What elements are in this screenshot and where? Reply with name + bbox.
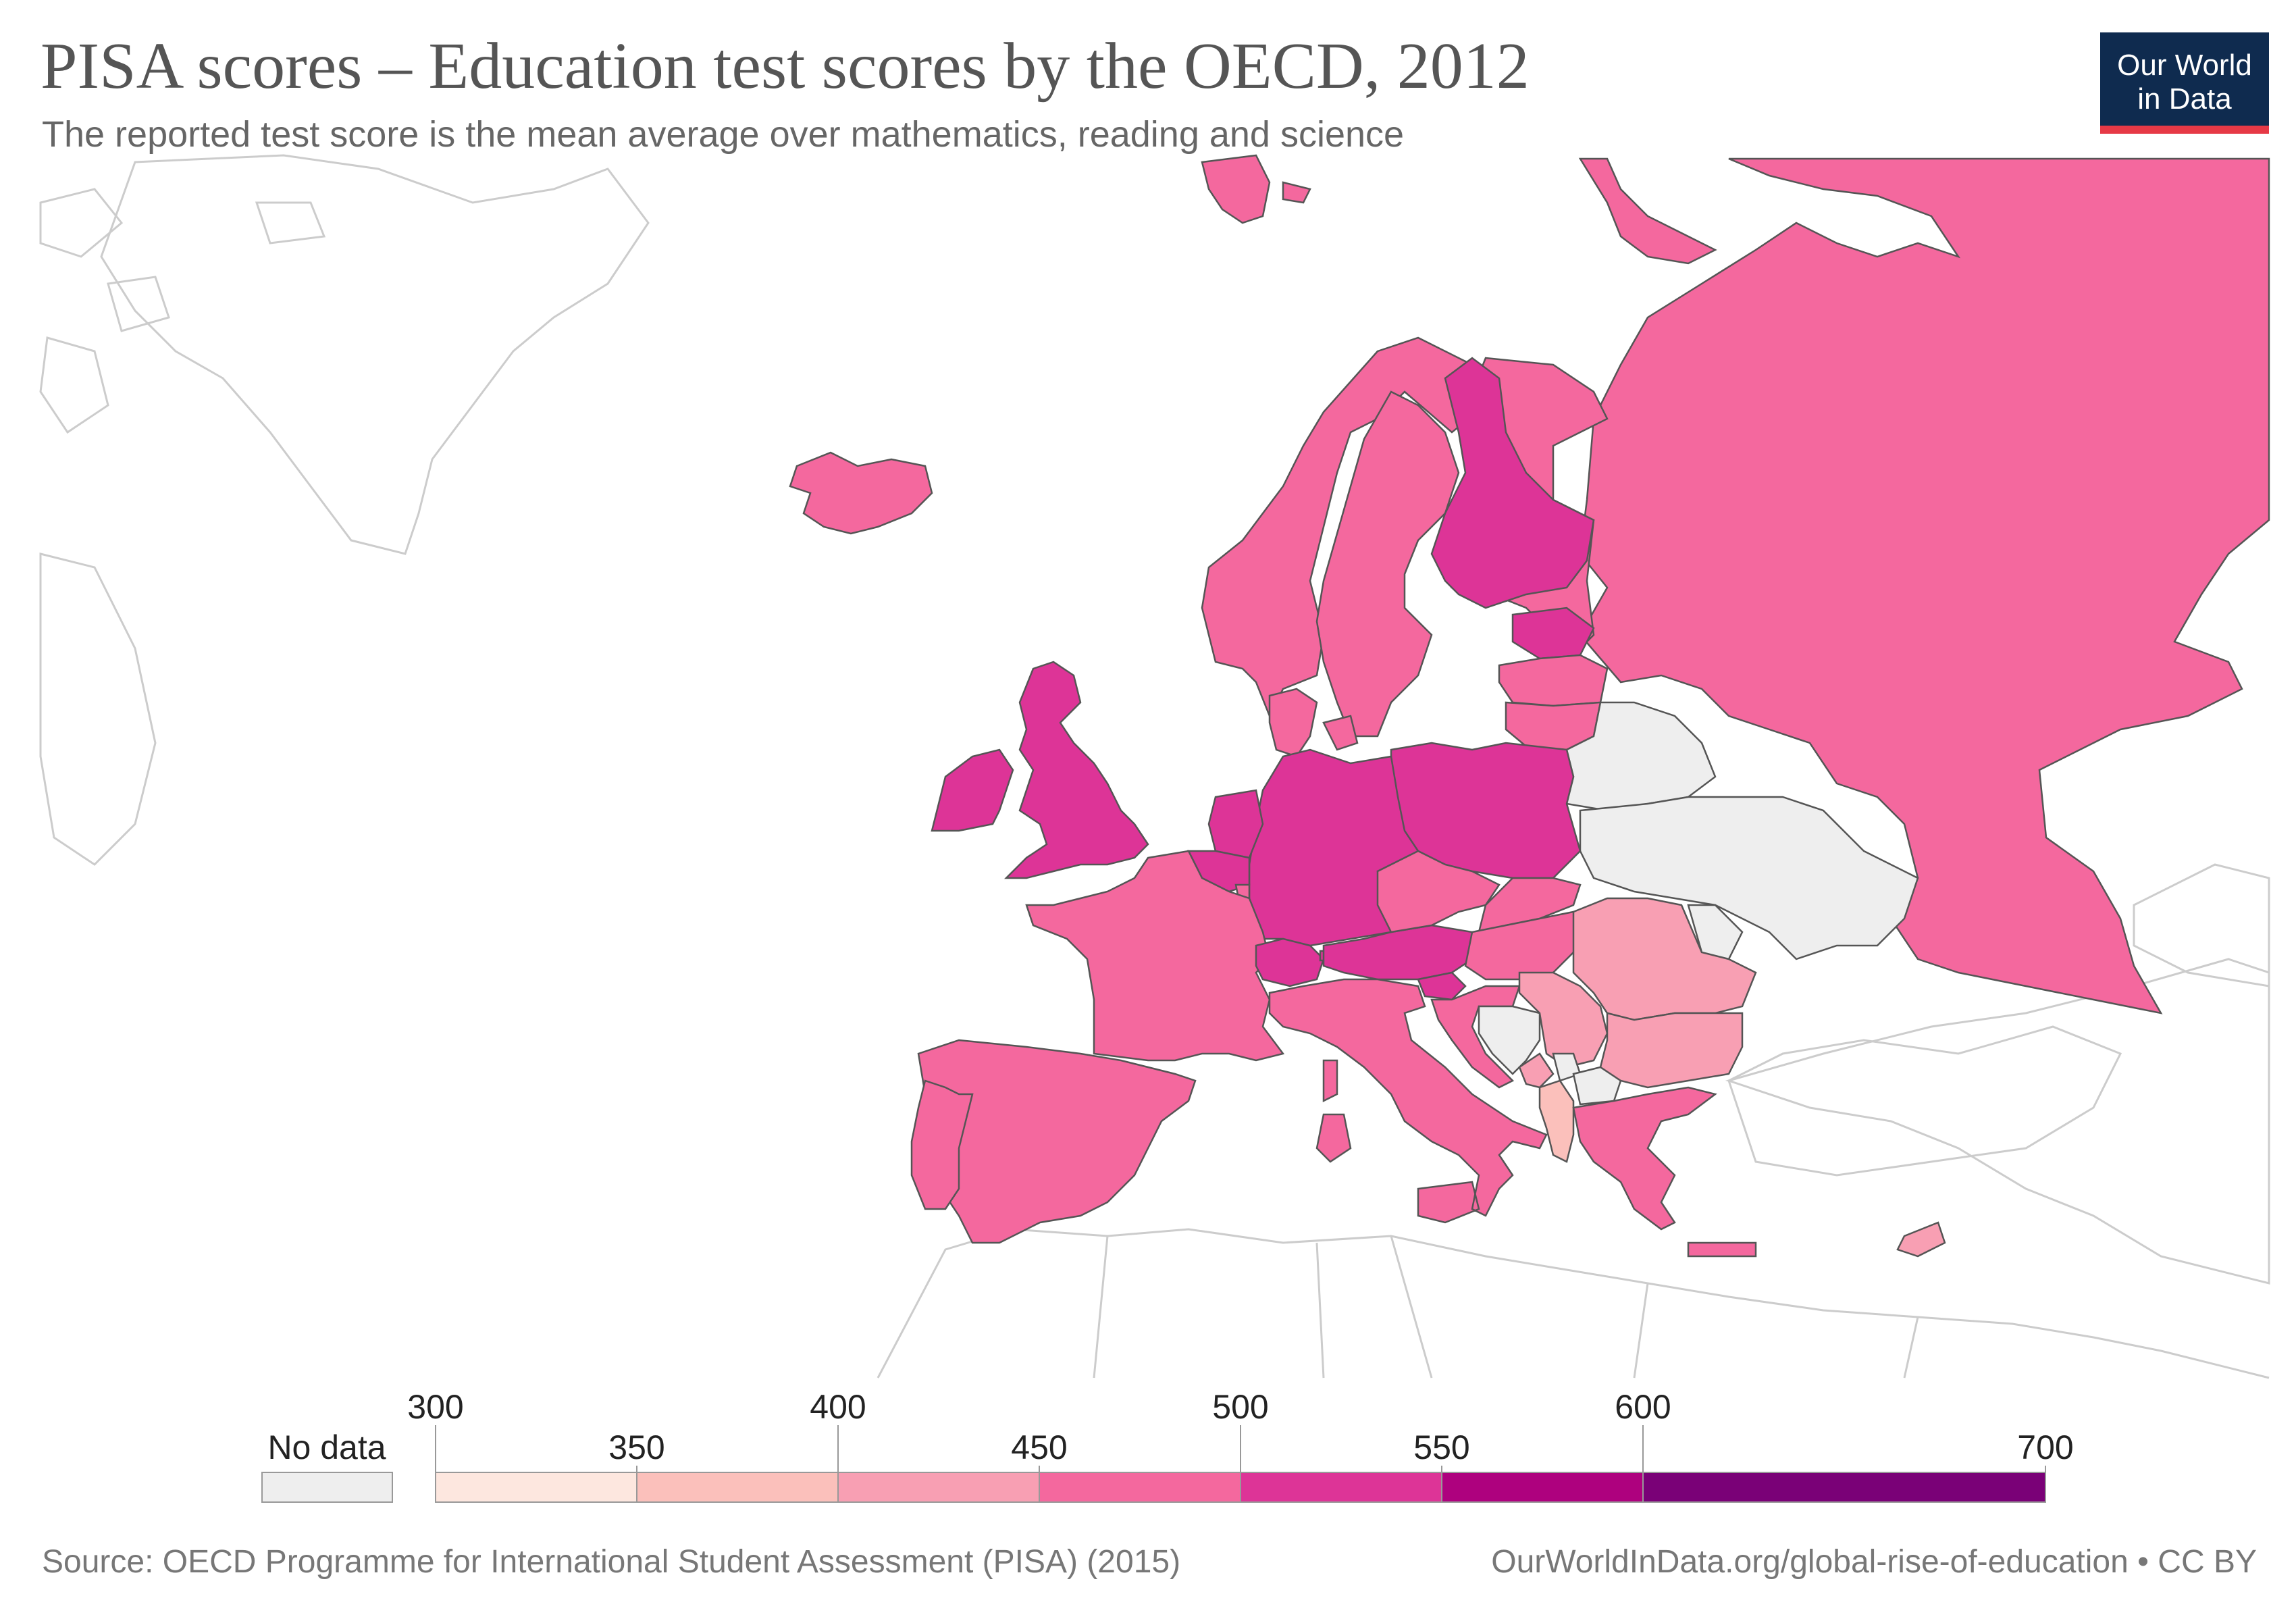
portugal-region[interactable] xyxy=(910,1079,974,1210)
montenegro-region[interactable] xyxy=(1518,1052,1555,1089)
latvia-region[interactable] xyxy=(1498,654,1609,707)
legend-no-data-swatch[interactable] xyxy=(261,1472,393,1503)
legend-bin-350-400[interactable] xyxy=(636,1472,839,1503)
greece-region[interactable] xyxy=(1572,1086,1757,1258)
moldova-region[interactable] xyxy=(1687,904,1744,960)
north-macedonia-region[interactable] xyxy=(1572,1066,1622,1106)
arctic-islands-outline xyxy=(39,188,326,434)
legend-tick-label-500: 500 xyxy=(1212,1388,1268,1426)
russia-region[interactable] xyxy=(1579,157,2270,1014)
url-license[interactable]: OurWorldInData.org/global-rise-of-educat… xyxy=(1491,1544,2257,1580)
france-region[interactable] xyxy=(1025,850,1285,1062)
turkey-outline xyxy=(1727,1025,2122,1177)
ireland-region[interactable] xyxy=(931,748,1014,832)
austria-region[interactable] xyxy=(1322,924,1473,981)
legend-bin-400-450[interactable] xyxy=(837,1472,1040,1503)
north-africa-outline xyxy=(877,1228,2270,1379)
switzerland-region[interactable] xyxy=(1255,937,1325,987)
serbia-region[interactable] xyxy=(1518,971,1609,1069)
logo-line-2: in Data xyxy=(2137,82,2232,115)
background-outlines xyxy=(39,154,2270,1379)
legend-bin-600-700[interactable] xyxy=(1642,1472,2046,1503)
legend-bin-300-350[interactable] xyxy=(435,1472,637,1503)
chart-title: PISA scores – Education test scores by t… xyxy=(41,30,1530,103)
cyprus-region[interactable] xyxy=(1896,1221,1946,1258)
logo-line-1: Our World xyxy=(2117,49,2252,82)
croatia-region[interactable] xyxy=(1430,985,1521,1089)
legend-tick-label-400: 400 xyxy=(810,1388,866,1426)
countries xyxy=(789,154,2270,1258)
bosnia-region[interactable] xyxy=(1478,1005,1541,1075)
slovenia-region[interactable] xyxy=(1417,971,1467,1001)
norway-region[interactable] xyxy=(1201,336,1487,719)
svalbard-region[interactable] xyxy=(1201,154,1311,224)
middle-east-outline xyxy=(1725,958,2270,1285)
ukraine-region[interactable] xyxy=(1579,796,1919,960)
uk-region[interactable] xyxy=(1003,661,1149,879)
legend-tick-label-300: 300 xyxy=(407,1388,463,1426)
legend-no-data-label: No data xyxy=(267,1429,386,1466)
legend-bin-450-500[interactable] xyxy=(1039,1472,1241,1503)
caucasus-outline xyxy=(2133,863,2270,987)
legend-tick-label-700: 700 xyxy=(2017,1429,2073,1466)
legend-tick-label-350: 350 xyxy=(608,1429,664,1466)
logo-accent-bar xyxy=(2100,126,2269,134)
africa-borders-outline xyxy=(1093,1235,1919,1379)
chart-subtitle: The reported test score is the mean aver… xyxy=(42,114,1405,155)
greenland-outline xyxy=(100,154,650,555)
italy-region[interactable] xyxy=(1268,978,1548,1224)
iceland-region[interactable] xyxy=(789,451,933,535)
sweden-region[interactable] xyxy=(1315,390,1460,738)
finland-region[interactable] xyxy=(1430,357,1595,609)
source-note: Source: OECD Programme for International… xyxy=(42,1544,1181,1580)
legend-tick-label-550: 550 xyxy=(1413,1429,1469,1466)
legend-tick-label-600: 600 xyxy=(1615,1388,1671,1426)
novaya-zemlya-region[interactable] xyxy=(1578,157,1717,265)
owid-logo[interactable]: Our World in Data xyxy=(2100,32,2269,134)
legend-tick-label-450: 450 xyxy=(1011,1429,1067,1466)
legend-bin-500-550[interactable] xyxy=(1240,1472,1442,1503)
legend-bin-550-600[interactable] xyxy=(1441,1472,1644,1503)
romania-region[interactable] xyxy=(1572,897,1757,1021)
north-america-outline xyxy=(39,552,157,866)
denmark-region[interactable] xyxy=(1268,688,1359,758)
bulgaria-region[interactable] xyxy=(1599,1012,1744,1089)
legend: No data 300 350 400 450 500 550 600 700 xyxy=(261,1388,2074,1503)
albania-region[interactable] xyxy=(1538,1079,1575,1163)
